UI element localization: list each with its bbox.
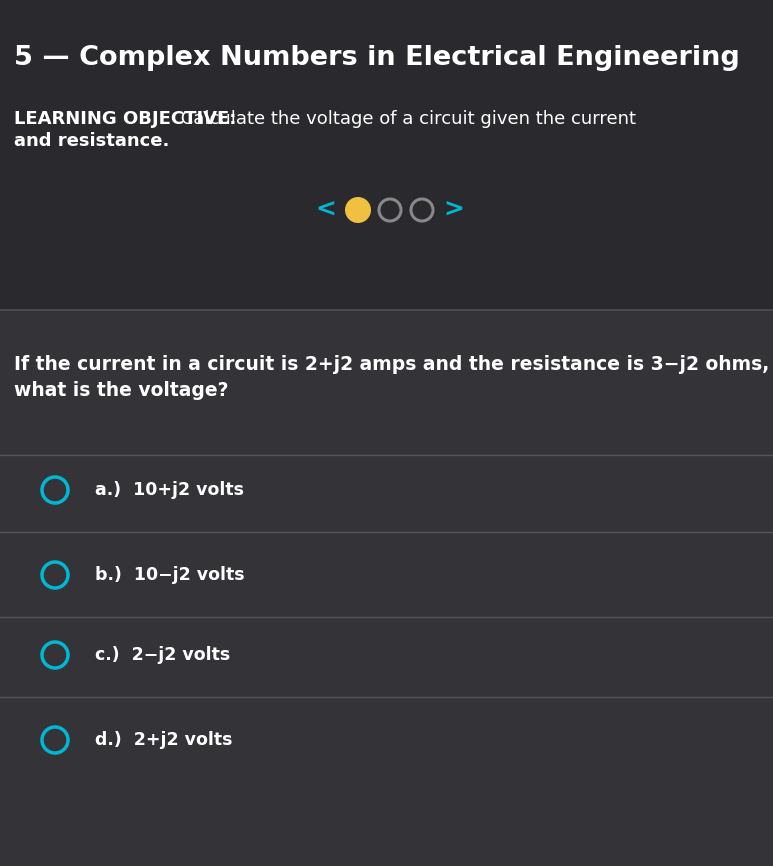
Text: LEARNING OBJECTIVE:: LEARNING OBJECTIVE:: [14, 110, 237, 128]
Text: If the current in a circuit is 2+j2 amps and the resistance is 3−j2 ohms,: If the current in a circuit is 2+j2 amps…: [14, 355, 769, 374]
Text: and resistance.: and resistance.: [14, 132, 169, 150]
Text: a.)  10+j2 volts: a.) 10+j2 volts: [95, 481, 244, 499]
Text: what is the voltage?: what is the voltage?: [14, 381, 229, 400]
Text: <: <: [315, 198, 336, 222]
Bar: [0, 310, 773, 866]
Text: c.)  2−j2 volts: c.) 2−j2 volts: [95, 646, 230, 664]
Text: Calculate the voltage of a circuit given the current: Calculate the voltage of a circuit given…: [175, 110, 636, 128]
Circle shape: [345, 197, 371, 223]
Text: >: >: [444, 198, 465, 222]
Text: b.)  10−j2 volts: b.) 10−j2 volts: [95, 566, 244, 584]
Text: d.)  2+j2 volts: d.) 2+j2 volts: [95, 731, 233, 749]
Text: 5 — Complex Numbers in Electrical Engineering: 5 — Complex Numbers in Electrical Engine…: [14, 45, 740, 71]
Bar: [0, 0, 773, 310]
